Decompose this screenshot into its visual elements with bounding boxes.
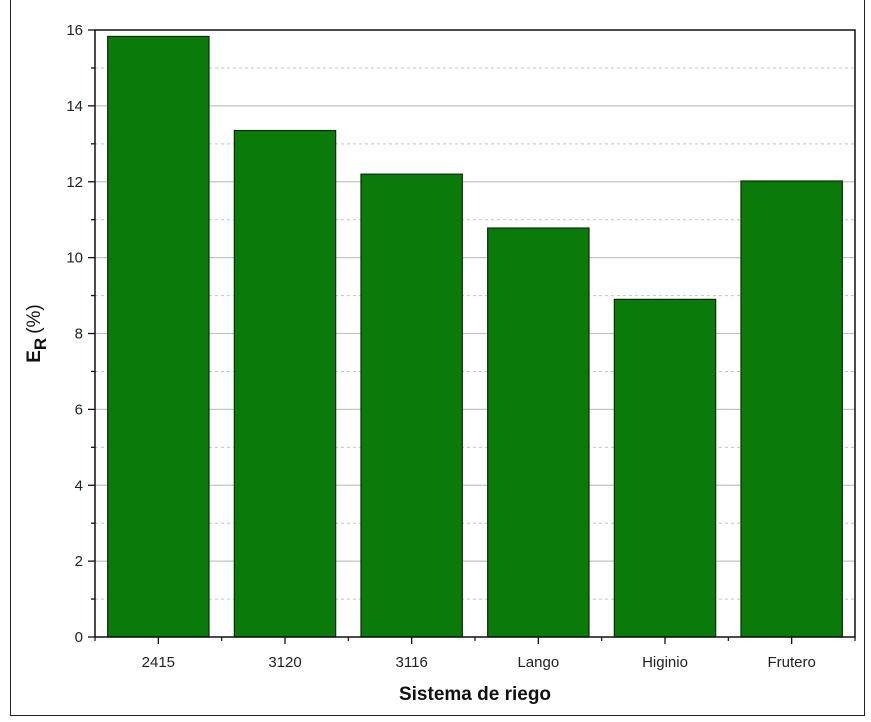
x-axis-title: Sistema de riego — [399, 684, 551, 705]
y-axis-title-main: E — [24, 350, 45, 363]
y-axis-title: ER (%) — [24, 304, 50, 363]
bar-3120 — [233, 129, 337, 638]
x-tick-label: Lango — [517, 654, 559, 671]
x-tick-label: 3116 — [396, 654, 428, 671]
x-tick-label: Higinio — [642, 654, 688, 671]
x-tick-label: 3120 — [268, 654, 301, 671]
y-tick-label: 0 — [75, 629, 83, 646]
bar-3116 — [360, 173, 463, 638]
y-tick-label: 10 — [66, 250, 83, 267]
y-axis-title-subscript: R — [31, 338, 50, 350]
grid-lines — [95, 67, 855, 600]
x-tick-label: 2415 — [142, 654, 175, 671]
bar-2415 — [107, 35, 210, 638]
x-tick-label: Frutero — [767, 654, 815, 671]
y-tick-label: 4 — [75, 477, 83, 494]
y-axis-ticks: 0 2 4 6 8 10 12 14 16 — [66, 22, 95, 646]
y-tick-label: 16 — [66, 22, 83, 39]
bar-higinio — [613, 298, 717, 638]
bar-frutero — [740, 180, 843, 638]
bars — [107, 35, 843, 638]
bar-lango — [487, 227, 590, 638]
y-tick-label: 6 — [75, 401, 83, 418]
y-axis-title-unit: (%) — [24, 304, 45, 334]
x-axis-ticks: 2415 3120 3116 Lango Higinio Frutero — [94, 637, 856, 671]
y-tick-label: 2 — [75, 553, 83, 570]
y-tick-label: 12 — [66, 174, 83, 191]
y-tick-label: 14 — [66, 98, 83, 115]
y-tick-label: 8 — [75, 326, 83, 343]
